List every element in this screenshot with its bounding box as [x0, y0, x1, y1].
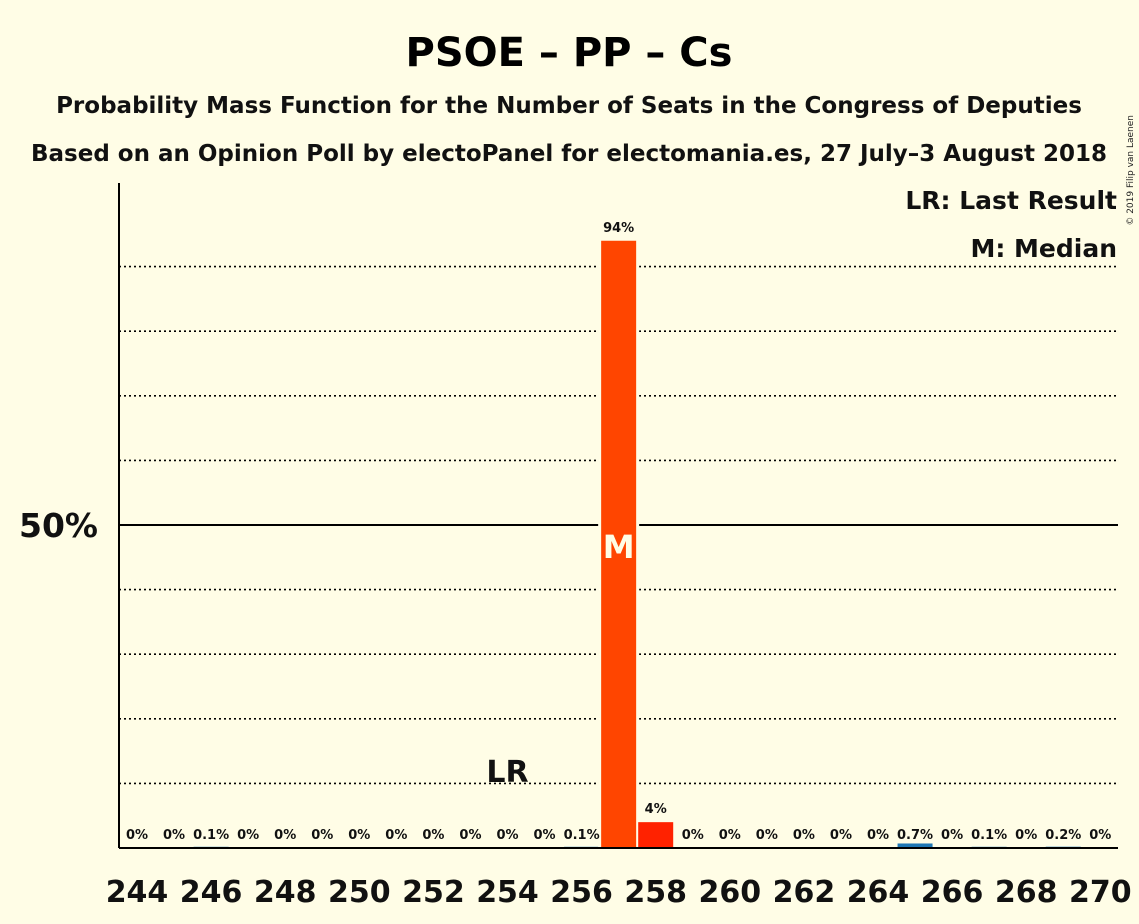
- x-tick-248: 248: [254, 875, 317, 910]
- data-label-254: 0%: [496, 828, 518, 843]
- data-label-263: 0%: [830, 828, 852, 843]
- x-tick-266: 266: [921, 875, 984, 910]
- data-label-246: 0.1%: [193, 828, 229, 843]
- data-label-264: 0%: [867, 828, 889, 843]
- x-tick-268: 268: [995, 875, 1058, 910]
- x-tick-270: 270: [1069, 875, 1132, 910]
- data-label-249: 0%: [311, 828, 333, 843]
- x-tick-252: 252: [402, 875, 465, 910]
- data-label-269: 0.2%: [1045, 828, 1081, 843]
- bar-265: [897, 843, 933, 848]
- legend-last-result: LR: Last Result: [905, 186, 1117, 215]
- data-label-253: 0%: [459, 828, 481, 843]
- data-label-250: 0%: [348, 828, 370, 843]
- bars: [193, 240, 1081, 848]
- chart-source: Based on an Opinion Poll by electoPanel …: [31, 141, 1107, 167]
- data-labels: 0% 0% 0.1% 0% 0% 0% 0% 0% 0% 0% 0% 0% 0.1% 94% 4% 0% 0% 0…: [126, 221, 1111, 843]
- x-tick-244: 244: [106, 875, 169, 910]
- data-label-257: 94%: [603, 221, 634, 236]
- median-marker: M: [603, 528, 635, 566]
- data-label-247: 0%: [237, 828, 259, 843]
- data-label-251: 0%: [385, 828, 407, 843]
- x-tick-254: 254: [476, 875, 539, 910]
- x-axis-ticks: 244 246 248 250 252 254 256 258 260 262 264 266 268 2…: [106, 875, 1132, 910]
- x-tick-260: 260: [698, 875, 761, 910]
- x-tick-246: 246: [180, 875, 243, 910]
- x-tick-258: 258: [624, 875, 687, 910]
- copyright-notice: © 2019 Filip van Laenen: [1126, 115, 1136, 226]
- data-label-256: 0.1%: [564, 828, 600, 843]
- data-label-260: 0%: [719, 828, 741, 843]
- legend-median: M: Median: [970, 234, 1117, 263]
- last-result-marker: LR: [486, 755, 528, 790]
- data-label-268: 0%: [1015, 828, 1037, 843]
- data-label-265: 0.7%: [897, 828, 933, 843]
- x-tick-250: 250: [328, 875, 391, 910]
- x-tick-262: 262: [773, 875, 836, 910]
- data-label-267: 0.1%: [971, 828, 1007, 843]
- data-label-255: 0%: [534, 828, 556, 843]
- data-label-244: 0%: [126, 828, 148, 843]
- data-label-258: 4%: [645, 802, 667, 817]
- data-label-270: 0%: [1089, 828, 1111, 843]
- bar-257: [601, 240, 637, 848]
- data-label-262: 0%: [793, 828, 815, 843]
- chart-title: PSOE – PP – Cs: [406, 30, 733, 76]
- x-tick-256: 256: [550, 875, 613, 910]
- x-tick-264: 264: [847, 875, 910, 910]
- data-label-261: 0%: [756, 828, 778, 843]
- data-label-266: 0%: [941, 828, 963, 843]
- y-tick-50: 50%: [19, 506, 98, 545]
- data-label-245: 0%: [163, 828, 185, 843]
- data-label-248: 0%: [274, 828, 296, 843]
- bar-258: [638, 822, 674, 848]
- data-label-252: 0%: [422, 828, 444, 843]
- chart-subtitle: Probability Mass Function for the Number…: [56, 93, 1082, 119]
- data-label-259: 0%: [682, 828, 704, 843]
